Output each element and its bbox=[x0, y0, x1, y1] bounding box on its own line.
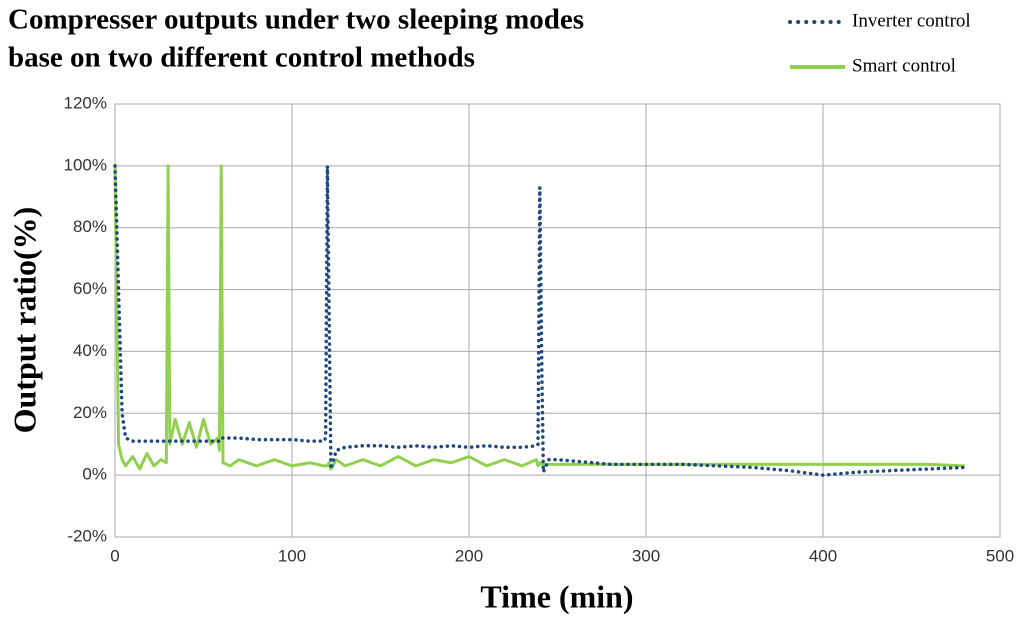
x-tick-label: 500 bbox=[986, 546, 1014, 565]
x-tick-label: 100 bbox=[278, 546, 306, 565]
chart-title: Compresser outputs under two sleeping mo… bbox=[8, 4, 584, 36]
y-tick-label: 40% bbox=[73, 341, 107, 360]
plot-area bbox=[114, 103, 1001, 538]
chart-title: base on two different control methods bbox=[8, 42, 475, 74]
x-tick-label: 0 bbox=[110, 546, 119, 565]
y-tick-label: 80% bbox=[73, 217, 107, 236]
y-tick-label: 60% bbox=[73, 279, 107, 298]
series-line bbox=[113, 164, 967, 477]
y-tick-label: 20% bbox=[73, 403, 107, 422]
legend-label: Inverter control bbox=[852, 10, 971, 31]
y-tick-label: 100% bbox=[64, 155, 107, 174]
y-tick-label: 120% bbox=[64, 93, 107, 112]
y-axis-title: Output ratio(%) bbox=[6, 207, 42, 434]
x-tick-label: 300 bbox=[632, 546, 660, 565]
y-tick-label: 0% bbox=[82, 465, 107, 484]
x-tick-label: 200 bbox=[455, 546, 483, 565]
x-axis-title: Time (min) bbox=[480, 578, 633, 614]
x-tick-label: 400 bbox=[809, 546, 837, 565]
legend-label: Smart control bbox=[852, 55, 956, 76]
y-tick-label: -20% bbox=[67, 526, 107, 545]
